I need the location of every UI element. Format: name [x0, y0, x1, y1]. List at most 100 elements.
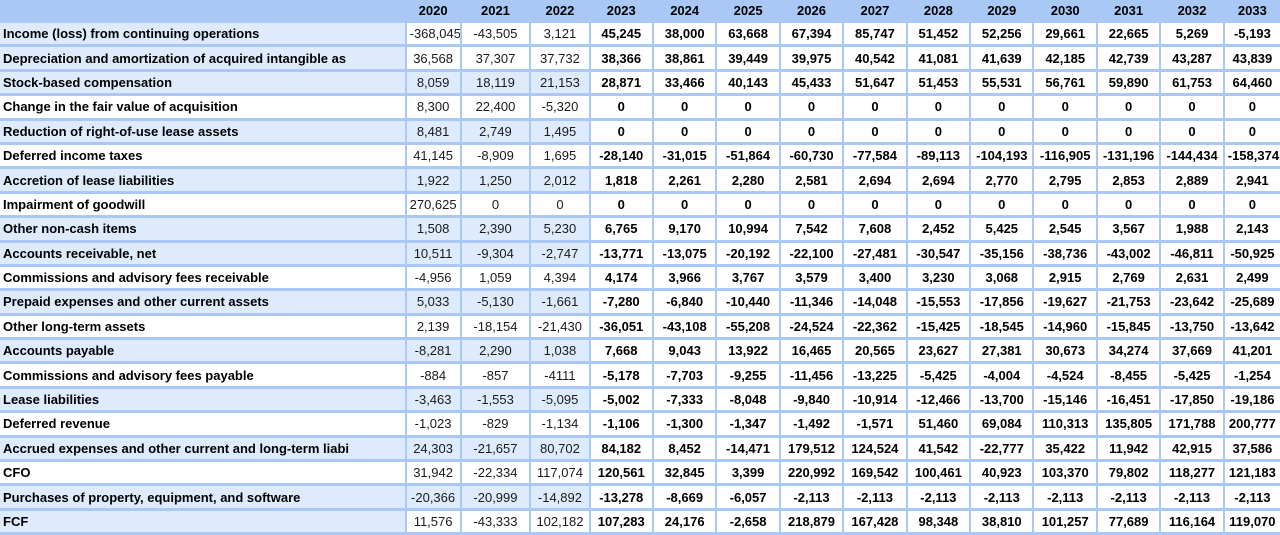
table-row: Purchases of property, equipment, and so…	[0, 486, 1280, 508]
forecast-value-2033: -50,925	[1224, 242, 1280, 264]
forecast-value-2030: -15,146	[1034, 388, 1096, 411]
table-row: Accrued expenses and other current and l…	[0, 437, 1280, 460]
forecast-value-2032: 0	[1161, 193, 1223, 216]
forecast-value-2026: -24,524	[780, 315, 843, 338]
forecast-value-2030: 42,185	[1034, 47, 1096, 69]
forecast-value-2024: -13,075	[653, 242, 716, 264]
forecast-value-2031: 77,689	[1097, 510, 1160, 533]
row-label: Commissions and advisory fees payable	[0, 364, 405, 386]
forecast-value-2023: 38,366	[590, 47, 652, 69]
forecast-value-2027: -27,481	[844, 242, 906, 264]
column-header-2026: 2026	[780, 1, 843, 20]
forecast-value-2030: 2,545	[1034, 218, 1096, 240]
forecast-value-2027: 167,428	[844, 510, 906, 533]
column-header-2020: 2020	[406, 1, 460, 20]
forecast-value-2029: -13,700	[971, 388, 1033, 411]
historical-value-2020: -4,956	[406, 266, 460, 289]
forecast-value-2025: 63,668	[717, 23, 779, 45]
forecast-value-2026: -9,840	[780, 388, 843, 411]
forecast-value-2030: -116,905	[1034, 144, 1096, 167]
historical-value-2022: -5,095	[531, 388, 589, 411]
forecast-value-2033: 41,201	[1224, 340, 1280, 362]
row-label: Deferred income taxes	[0, 144, 405, 167]
forecast-value-2029: 5,425	[971, 218, 1033, 240]
table-row: Commissions and advisory fees payable -88…	[0, 364, 1280, 386]
historical-value-2022: 2,012	[531, 169, 589, 191]
row-label: Lease liabilities	[0, 388, 405, 411]
forecast-value-2025: 10,994	[717, 218, 779, 240]
forecast-value-2033: -158,374	[1224, 144, 1280, 167]
historical-value-2021: -829	[461, 413, 530, 435]
forecast-value-2028: 23,627	[907, 340, 970, 362]
forecast-value-2024: -43,108	[653, 315, 716, 338]
table-row: Deferred revenue -1,023 -829 -1,134 -1,106 -1…	[0, 413, 1280, 435]
historical-value-2020: 1,508	[406, 218, 460, 240]
forecast-value-2023: 120,561	[590, 462, 652, 484]
forecast-value-2023: 6,765	[590, 218, 652, 240]
historical-value-2021: 2,290	[461, 340, 530, 362]
forecast-value-2030: 103,370	[1034, 462, 1096, 484]
row-label: Accrued expenses and other current and l…	[0, 437, 405, 460]
row-label: Accounts payable	[0, 340, 405, 362]
forecast-value-2033: 0	[1224, 120, 1280, 142]
forecast-value-2028: 41,081	[907, 47, 970, 69]
table-row: Commissions and advisory fees receivable…	[0, 266, 1280, 289]
forecast-value-2023: 28,871	[590, 71, 652, 94]
forecast-value-2023: -28,140	[590, 144, 652, 167]
forecast-value-2027: -13,225	[844, 364, 906, 386]
forecast-value-2032: -17,850	[1161, 388, 1223, 411]
forecast-value-2028: -15,553	[907, 291, 970, 313]
column-header-2032: 2032	[1161, 1, 1223, 20]
forecast-value-2033: -25,689	[1224, 291, 1280, 313]
forecast-value-2029: -104,193	[971, 144, 1033, 167]
forecast-value-2029: 41,639	[971, 47, 1033, 69]
row-label: Accretion of lease liabilities	[0, 169, 405, 191]
column-header-2023: 2023	[590, 1, 652, 20]
row-label: Accounts receivable, net	[0, 242, 405, 264]
forecast-value-2030: -19,627	[1034, 291, 1096, 313]
forecast-value-2028: 2,452	[907, 218, 970, 240]
forecast-value-2030: 0	[1034, 96, 1096, 118]
forecast-value-2033: 43,839	[1224, 47, 1280, 69]
historical-value-2022: 21,153	[531, 71, 589, 94]
forecast-value-2025: 0	[717, 96, 779, 118]
forecast-value-2029: 27,381	[971, 340, 1033, 362]
historical-value-2020: 36,568	[406, 47, 460, 69]
row-label: Stock-based compensation	[0, 71, 405, 94]
forecast-value-2031: -21,753	[1097, 291, 1160, 313]
forecast-value-2032: 171,788	[1161, 413, 1223, 435]
forecast-value-2033: 2,941	[1224, 169, 1280, 191]
forecast-value-2023: -5,002	[590, 388, 652, 411]
forecast-value-2030: 29,661	[1034, 23, 1096, 45]
historical-value-2020: 11,576	[406, 510, 460, 533]
forecast-value-2027: 85,747	[844, 23, 906, 45]
historical-value-2021: -21,657	[461, 437, 530, 460]
forecast-value-2032: 37,669	[1161, 340, 1223, 362]
historical-value-2021: -22,334	[461, 462, 530, 484]
forecast-value-2031: 0	[1097, 193, 1160, 216]
forecast-value-2027: -77,584	[844, 144, 906, 167]
forecast-value-2023: 0	[590, 193, 652, 216]
table-row: Lease liabilities -3,463 -1,553 -5,095 -5,00…	[0, 388, 1280, 411]
column-header-2021: 2021	[461, 1, 530, 20]
table-row: Deferred income taxes 41,145 -8,909 1,695 -2…	[0, 144, 1280, 167]
forecast-value-2023: 1,818	[590, 169, 652, 191]
forecast-value-2029: 69,084	[971, 413, 1033, 435]
historical-value-2022: 80,702	[531, 437, 589, 460]
forecast-value-2023: -7,280	[590, 291, 652, 313]
row-label: FCF	[0, 510, 405, 533]
row-label: Income (loss) from continuing operations	[0, 23, 405, 45]
forecast-value-2032: -144,434	[1161, 144, 1223, 167]
historical-value-2020: 5,033	[406, 291, 460, 313]
forecast-value-2032: 2,631	[1161, 266, 1223, 289]
forecast-value-2029: 55,531	[971, 71, 1033, 94]
forecast-value-2027: -2,113	[844, 486, 906, 508]
forecast-value-2025: -9,255	[717, 364, 779, 386]
forecast-value-2030: 110,313	[1034, 413, 1096, 435]
historical-value-2022: 102,182	[531, 510, 589, 533]
table-row: Accounts receivable, net 10,511 -9,304 -2,7…	[0, 242, 1280, 264]
forecast-value-2026: 218,879	[780, 510, 843, 533]
forecast-value-2028: -12,466	[907, 388, 970, 411]
forecast-value-2031: -43,002	[1097, 242, 1160, 264]
historical-value-2022: -4111	[531, 364, 589, 386]
